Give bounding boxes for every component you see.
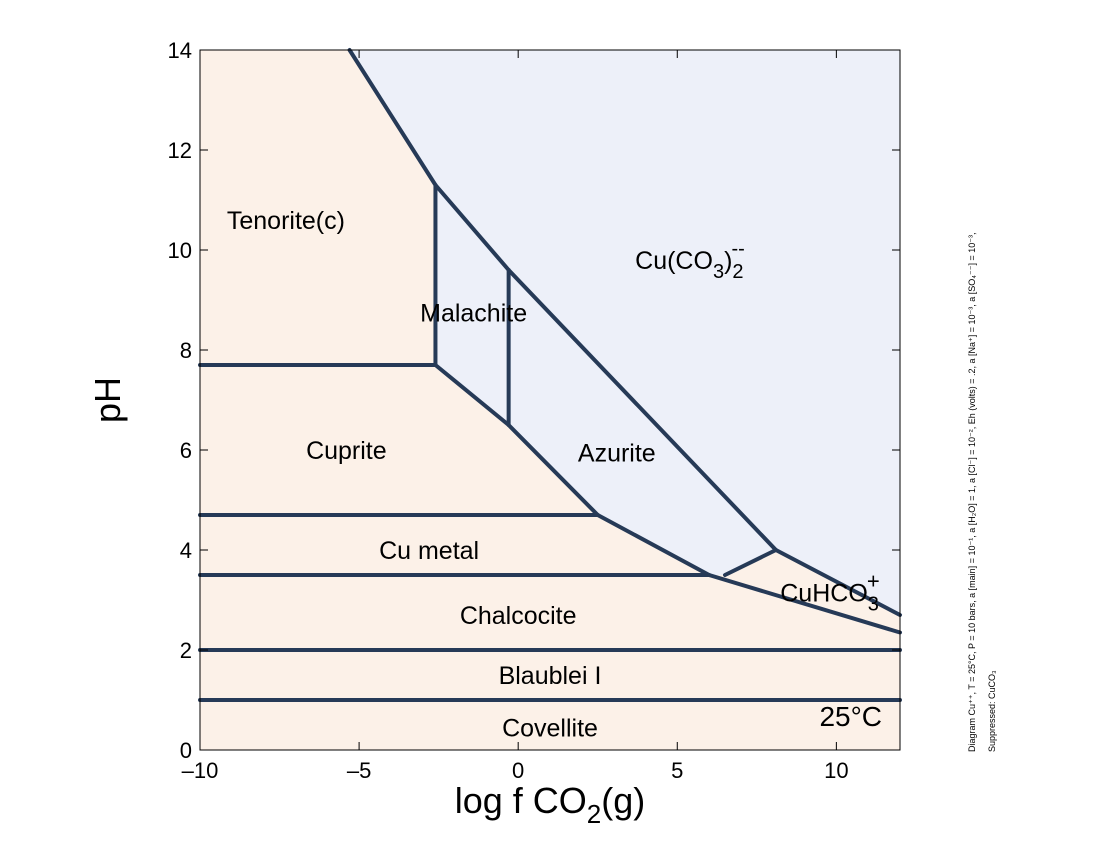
field-label: Cuprite [306,437,387,465]
field-label: Malachite [420,300,527,328]
x-axis-title-subscript: 2 [587,799,601,829]
phase-boundaries [198,48,902,702]
suppressed-line: Suppressed: CuCO₃ [987,670,997,752]
x-tick-label: –5 [347,758,371,783]
aqueous-species-labels: Cu(CO3)2-- CuHCO3+ [635,238,880,616]
calculation-conditions-note: Diagram Cu⁺⁺, T = 25°C, P = 10 bars, a [… [967,233,997,753]
x-axis-title-suffix: (g) [601,780,645,821]
aqueous-species-label: CuHCO3+ [780,569,880,616]
y-tick-label: 8 [180,338,192,363]
plot-frame [199,49,901,751]
x-axis-title: log f CO2(g) [455,780,646,829]
x-tick-label: 10 [824,758,848,783]
y-tick-label: 2 [180,638,192,663]
field-label: Blaublei I [499,662,602,690]
phase-boundary-3 [198,363,712,577]
x-tick-label: 0 [512,758,524,783]
y-tick-label: 14 [168,38,192,63]
x-tick-label: –10 [182,758,219,783]
phase-boundary-6 [707,573,902,635]
y-tick-label: 10 [168,238,192,263]
temperature-label: 25°C [819,701,882,732]
field-label: Azurite [578,440,656,468]
conditions-line: Diagram Cu⁺⁺, T = 25°C, P = 10 bars, a [… [967,233,977,753]
field-label: Chalcocite [460,602,577,630]
x-axis-title-main: log f CO [455,780,587,821]
phase-boundary-7 [723,548,778,577]
y-tick-label: 12 [168,138,192,163]
field-label: Covellite [502,715,598,743]
field-label: Tenorite(c) [227,207,345,235]
field-label: Cu metal [379,537,479,565]
field-labels: Tenorite(c) Malachite Cuprite Azurite Cu met… [227,207,656,743]
y-axis-title: pH [87,377,128,423]
axis-ticks: –10 –5 0 5 10 0 2 4 6 8 10 12 14 [168,38,900,783]
stability-regions [200,50,901,750]
x-tick-label: 5 [671,758,683,783]
aqueous-field-region [349,50,901,615]
y-tick-label: 6 [180,438,192,463]
y-tick-label: 4 [180,538,192,563]
aqueous-species-label: Cu(CO3)2-- [635,238,745,283]
y-tick-label: 0 [180,738,192,763]
